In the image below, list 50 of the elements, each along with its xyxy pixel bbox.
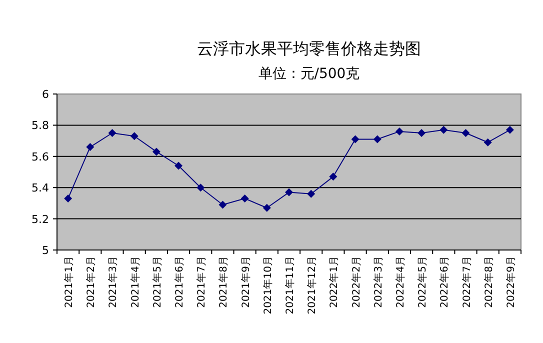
x-tick-label: 2022年9月 <box>504 256 517 308</box>
point <box>484 138 492 146</box>
point <box>174 162 183 170</box>
x-tick-label: 2021年12月 <box>306 256 318 314</box>
point <box>64 194 72 203</box>
y-tick-label: 5 <box>42 244 49 257</box>
y-tick-label: 5.4 <box>32 182 49 195</box>
x-tick-label: 2021年10月 <box>262 256 274 314</box>
x-tick-label: 2022年4月 <box>394 256 406 308</box>
point <box>196 184 205 192</box>
y-tick-label: 6 <box>42 88 49 101</box>
x-tick-label: 2021年7月 <box>196 256 208 308</box>
point <box>240 194 249 203</box>
x-tick-label: 2021年9月 <box>240 256 252 308</box>
chart-subtitle: 单位：元/500克 <box>258 66 360 82</box>
x-tick-label: 2021年4月 <box>129 256 142 308</box>
point <box>307 190 316 198</box>
x-tick-label: 2022年3月 <box>372 256 384 308</box>
point <box>130 132 138 140</box>
x-tick-label: 2021年11月 <box>284 256 296 314</box>
point <box>418 129 426 137</box>
x-tick-label: 2021年8月 <box>218 256 230 308</box>
point <box>86 143 94 152</box>
y-tick-label: 5.6 <box>32 150 49 164</box>
point <box>395 127 404 136</box>
x-tick-label: 2021年3月 <box>107 256 120 308</box>
point <box>440 126 448 134</box>
point <box>506 126 514 134</box>
point <box>108 129 116 137</box>
y-tick-label: 5.8 <box>32 119 49 132</box>
point <box>262 204 271 212</box>
x-tick-label: 2021年1月 <box>63 256 76 308</box>
x-tick-label: 2021年6月 <box>174 256 186 308</box>
x-tick-label: 2022年2月 <box>350 256 362 308</box>
y-tick-label: 5.2 <box>32 212 49 226</box>
x-tick-label: 2022年7月 <box>460 256 473 308</box>
point <box>285 188 293 196</box>
point <box>462 129 470 137</box>
point <box>218 200 227 209</box>
x-tick-label: 2021年5月 <box>151 256 164 308</box>
point <box>152 148 160 156</box>
point <box>351 135 360 144</box>
x-tick-label: 2022年1月 <box>328 256 340 308</box>
x-tick-label: 2021年2月 <box>85 256 98 308</box>
x-tick-label: 2022年8月 <box>482 256 495 308</box>
point <box>329 172 338 181</box>
chart-title: 云浮市水果平均零售价格走势图 <box>197 39 421 58</box>
x-tick-label: 2022年6月 <box>438 256 451 308</box>
point <box>373 135 382 144</box>
x-tick-label: 2022年5月 <box>416 256 429 308</box>
